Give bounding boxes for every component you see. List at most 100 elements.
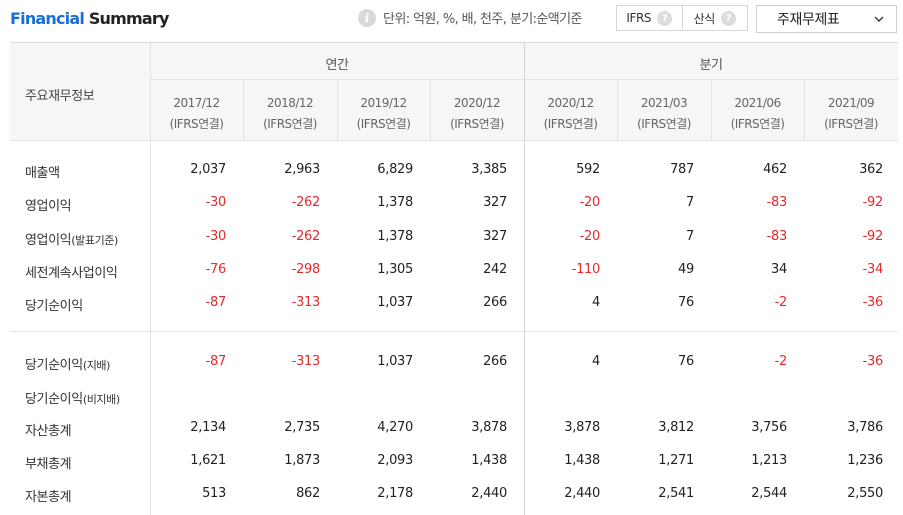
column-divider [430,79,431,141]
row-label-main: 자본총계 [25,490,72,505]
table-cell: 34 [771,262,787,277]
row-label: 당기순이익(지배) [25,354,110,373]
table-cell: 3,756 [751,420,787,435]
table-cell: 1,621 [190,453,226,468]
table-cell: 2,178 [377,486,413,501]
table-cell: -262 [291,229,321,244]
table-cell: 2,544 [751,486,787,501]
table-cell: 2,541 [658,486,694,501]
table-cell: 2,550 [847,486,883,501]
table-cell: 3,878 [471,420,507,435]
unit-info: i 단위: 억원, %, 배, 천주, 분기:순액기준 [358,8,582,27]
column-header: 2021/09 (IFRS연결) [804,93,898,135]
table-cell: -313 [291,354,321,369]
ifrs-formula-toggle: IFRS ? 산식 ? [616,5,748,31]
table-cell: 1,037 [377,354,413,369]
table-cell: 2,735 [284,420,320,435]
help-icon[interactable]: ? [720,10,736,26]
label-column-divider [150,43,151,515]
table-cell: 76 [678,354,694,369]
table-cell: 2,440 [471,486,507,501]
table-cell: 2,963 [284,162,320,177]
row-label: 영업이익 [25,195,72,214]
statement-select[interactable]: 주재무제표 [756,5,897,33]
help-icon[interactable]: ? [657,10,673,26]
row-label: 당기순이익(비지배) [25,388,120,407]
table-cell: -36 [862,354,884,369]
column-divider [804,79,805,141]
row-label-suffix: (발표기준) [71,234,118,247]
table-cell: -34 [862,262,884,277]
column-basis: (IFRS연결) [824,117,878,131]
column-period: 2021/03 [640,96,688,110]
row-label-main: 당기순이익 [25,392,83,407]
ifrs-label: IFRS [626,11,652,25]
column-header: 2020/12 (IFRS연결) [430,93,524,135]
row-label: 매출액 [25,162,60,181]
table-cell: 2,037 [190,162,226,177]
table-cell: 362 [859,162,883,177]
table-cell: 1,438 [564,453,600,468]
row-label-main: 부채총계 [25,457,72,472]
table-cell: 1,037 [377,295,413,310]
column-header: 2018/12 (IFRS연결) [243,93,337,135]
table-cell: 862 [296,486,320,501]
column-basis: (IFRS연결) [543,117,598,131]
column-header: 2021/03 (IFRS연결) [617,93,711,135]
table-cell: 1,378 [377,195,413,210]
row-label-suffix: (지배) [82,359,111,372]
row-label-main: 당기순이익 [25,358,83,373]
table-cell: -87 [205,354,227,369]
table-cell: 1,438 [471,453,507,468]
table-cell: 787 [670,162,694,177]
row-label: 자산총계 [25,420,72,439]
row-label-main: 영업이익 [25,233,72,248]
row-label: 자본총계 [25,486,72,505]
column-period: 2017/12 [173,96,220,110]
row-label: 세전계속사업이익 [25,262,118,281]
financial-summary-table: 주요재무정보 연간 분기 2017/12 (IFRS연결) 2018/12 (IFRS… [10,42,898,515]
table-cell: -36 [862,295,884,310]
column-period: 2018/12 [266,96,314,110]
table-cell: 7 [686,195,694,210]
table-cell: -76 [205,262,227,277]
row-label: 부채총계 [25,453,72,472]
column-period: 2019/12 [360,96,407,110]
column-period: 2021/06 [734,96,781,110]
section-divider [10,331,898,332]
formula-button[interactable]: 산식 ? [681,6,748,30]
table-cell: 76 [678,295,694,310]
info-icon[interactable]: i [358,8,376,27]
column-header: 2021/06 (IFRS연결) [711,93,804,135]
row-label-main: 매출액 [25,166,60,181]
ifrs-button[interactable]: IFRS ? [617,6,682,30]
column-basis: (IFRS연결) [637,117,691,131]
table-cell: 1,873 [284,453,320,468]
row-label: 당기순이익 [25,295,83,314]
table-cell: 2,134 [190,420,226,435]
table-cell: 1,271 [658,453,694,468]
table-cell: 3,812 [658,420,694,435]
column-divider [617,79,618,141]
table-cell: -313 [291,295,321,310]
column-header: 2017/12 (IFRS연결) [150,93,243,135]
row-label-suffix: (비지배) [82,393,120,406]
table-cell: -87 [205,295,227,310]
chevron-down-icon [874,16,884,22]
table-cell: 1,378 [377,229,413,244]
table-cell: 2,093 [377,453,413,468]
table-cell: 266 [483,354,507,369]
title-summary: Summary [84,9,170,28]
column-period: 2020/12 [453,96,501,110]
table-cell: -20 [579,195,601,210]
group-divider [524,43,525,515]
table-cell: 592 [576,162,600,177]
table-cell: 3,385 [471,162,507,177]
table-cell: 6,829 [377,162,413,177]
table-cell: -298 [291,262,321,277]
column-divider [243,79,244,141]
table-cell: 2,440 [564,486,600,501]
table-cell: -30 [205,229,227,244]
table-cell: 327 [483,229,507,244]
table-cell: 513 [202,486,226,501]
